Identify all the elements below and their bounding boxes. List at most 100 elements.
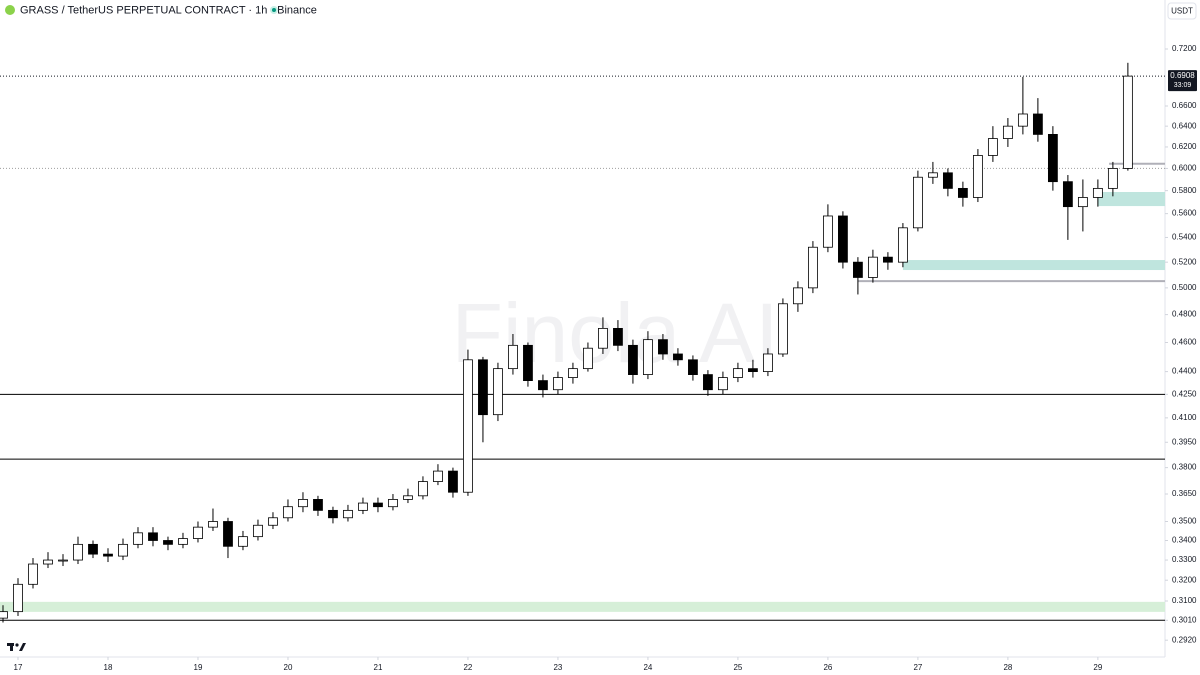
- candle-body: [763, 353, 773, 373]
- y-tick-label: 0.4800: [1172, 310, 1197, 319]
- candle-body: [1047, 134, 1058, 183]
- candle-body: [403, 495, 413, 500]
- candle-body: [643, 339, 653, 375]
- y-tick-label: 0.3950: [1172, 437, 1197, 446]
- candle-body: [148, 532, 158, 541]
- y-tick-label: 0.5800: [1172, 186, 1197, 195]
- y-tick-label: 0.3300: [1172, 555, 1197, 564]
- y-tick-label: 0.3200: [1172, 575, 1197, 584]
- candle-body: [972, 155, 983, 198]
- candle-body: [1092, 187, 1103, 198]
- candle-body: [673, 353, 683, 361]
- candle-body: [28, 563, 38, 585]
- price-label-box: [1168, 70, 1197, 92]
- candle-body: [628, 344, 638, 375]
- symbol-logo: [5, 5, 15, 15]
- y-tick-label: 0.3650: [1172, 489, 1197, 498]
- zone: [902, 260, 1165, 271]
- candle-body: [703, 374, 713, 391]
- candle-body: [373, 502, 383, 508]
- y-tick-label: 0.6400: [1172, 121, 1197, 130]
- candle-body: [418, 481, 428, 497]
- candle-body: [178, 538, 188, 545]
- chart-title: GRASS / TetherUS PERPETUAL CONTRACT · 1h…: [20, 4, 317, 16]
- candle-body: [118, 543, 128, 557]
- x-tick-label: 27: [913, 663, 922, 672]
- y-tick-label: 0.3100: [1172, 596, 1197, 605]
- tradingview-logo: [7, 643, 26, 651]
- candle-body: [1062, 181, 1073, 208]
- y-tick-label: 0.5400: [1172, 233, 1197, 242]
- candle-body: [718, 377, 728, 391]
- y-tick-label: 0.2920: [1172, 635, 1197, 644]
- candle-body: [388, 499, 398, 508]
- candle-body: [1107, 168, 1118, 189]
- candle-body: [268, 517, 278, 526]
- candle-body: [1002, 125, 1013, 139]
- y-tick-label: 0.7200: [1172, 44, 1197, 53]
- y-tick-label: 0.4400: [1172, 367, 1197, 376]
- candle-body: [1017, 113, 1028, 127]
- y-tick-label: 0.6200: [1172, 142, 1197, 151]
- zone: [0, 601, 1165, 612]
- candle-body: [868, 256, 878, 278]
- y-tick-label: 0.6600: [1172, 101, 1197, 110]
- candle-body: [508, 344, 518, 370]
- x-tick-label: 22: [463, 663, 472, 672]
- y-tick-label: 0.6000: [1172, 164, 1197, 173]
- candle-body: [478, 359, 488, 416]
- candle-body: [583, 347, 593, 370]
- currency: USDT: [1171, 7, 1193, 16]
- candle-body: [883, 256, 893, 263]
- candle-body: [13, 583, 23, 613]
- candle-body: [283, 506, 293, 519]
- candle-body: [133, 532, 143, 545]
- candle-body: [568, 368, 578, 378]
- candle-body: [613, 327, 623, 346]
- currency-box: [1167, 2, 1197, 20]
- zone: [1097, 192, 1165, 207]
- candle-body: [73, 543, 83, 561]
- x-tick-label: 20: [284, 663, 293, 672]
- y-tick-label: 0.4600: [1172, 338, 1197, 347]
- candle-body: [463, 359, 473, 493]
- candle-body: [928, 172, 938, 178]
- y-tick-label: 0.5000: [1172, 283, 1197, 292]
- x-tick-label: 23: [553, 663, 562, 672]
- x-tick-label: 29: [1093, 663, 1102, 672]
- x-tick-label: 19: [194, 663, 203, 672]
- candle-body: [942, 172, 953, 189]
- candle-body: [748, 368, 758, 373]
- x-tick-label: 28: [1003, 663, 1012, 672]
- candle-body: [793, 287, 803, 305]
- candle-body: [358, 502, 368, 511]
- candle-body: [223, 521, 233, 547]
- x-tick-label: 26: [823, 663, 832, 672]
- candle-body: [163, 540, 173, 545]
- x-tick-label: 17: [14, 663, 23, 672]
- candle-body: [553, 377, 563, 391]
- x-tick-label: 21: [374, 663, 383, 672]
- x-tick-label: 24: [643, 663, 652, 672]
- candle-body: [238, 536, 248, 547]
- candle-body: [58, 559, 68, 562]
- y-tick-label: 0.3010: [1172, 615, 1197, 624]
- status-dot: [272, 8, 276, 12]
- candle-body: [913, 176, 923, 229]
- candle-body: [433, 470, 443, 482]
- candle-body: [523, 344, 533, 381]
- candle-body: [987, 138, 998, 156]
- price-label: 0.6908: [1170, 71, 1195, 80]
- candle-body: [313, 499, 323, 511]
- candle-body: [103, 553, 113, 557]
- y-tick-label: 0.3800: [1172, 463, 1197, 472]
- candle-body: [598, 327, 608, 349]
- candle-body: [838, 215, 848, 263]
- candle-body: [193, 526, 203, 539]
- candle-body: [808, 246, 818, 289]
- y-tick-label: 0.5600: [1172, 209, 1197, 218]
- candle-body: [658, 339, 668, 355]
- candle-body: [1122, 75, 1133, 169]
- x-tick-label: 18: [104, 663, 113, 672]
